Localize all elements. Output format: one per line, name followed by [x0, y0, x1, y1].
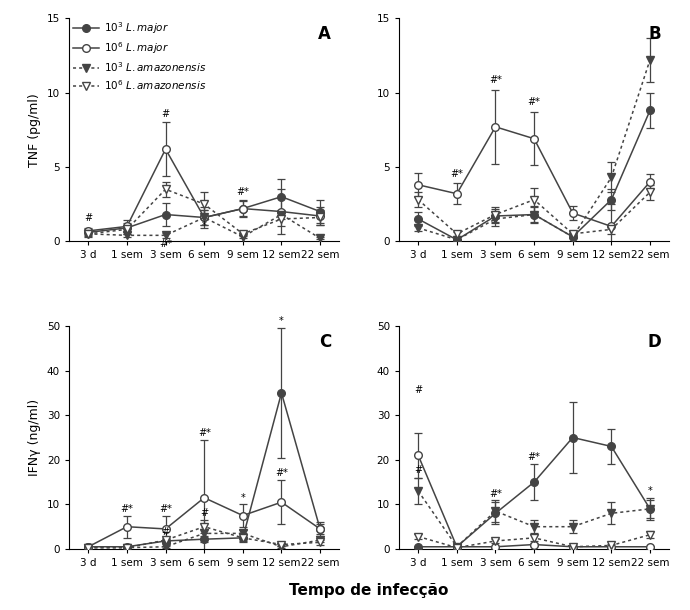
- Text: #*: #*: [489, 75, 502, 85]
- Text: #*: #*: [489, 489, 502, 498]
- Text: A: A: [318, 25, 331, 43]
- Text: #*: #*: [528, 98, 540, 107]
- Text: #: #: [414, 385, 422, 395]
- Text: *: *: [202, 221, 206, 231]
- Text: #: #: [84, 214, 92, 223]
- Legend: 10$^3$ $L. major$, 10$^6$ $L. major$, 10$^3$ $L. amazonensis$, 10$^6$ $L. amazon: 10$^3$ $L. major$, 10$^6$ $L. major$, 10…: [69, 16, 211, 96]
- Text: #*: #*: [451, 169, 463, 179]
- Text: #: #: [161, 109, 170, 120]
- Text: C: C: [319, 332, 331, 351]
- Text: #*: #*: [237, 187, 249, 196]
- Text: D: D: [647, 332, 661, 351]
- Text: B: B: [649, 25, 661, 43]
- Text: #*: #*: [121, 504, 133, 514]
- Text: Tempo de infecção: Tempo de infecção: [290, 583, 448, 598]
- Text: #: #: [414, 465, 422, 475]
- Text: #: #: [161, 527, 170, 537]
- Text: #*: #*: [159, 504, 172, 514]
- Text: *: *: [648, 486, 652, 497]
- Text: #: #: [200, 508, 208, 518]
- Text: #*: #*: [198, 428, 210, 437]
- Y-axis label: TNF (pg/ml): TNF (pg/ml): [28, 93, 41, 167]
- Text: *: *: [279, 316, 284, 326]
- Text: *: *: [240, 493, 245, 503]
- Text: #*: #*: [275, 468, 288, 478]
- Y-axis label: IFNγ (ng/ml): IFNγ (ng/ml): [28, 399, 41, 476]
- Text: #*: #*: [528, 452, 540, 462]
- Text: #*: #*: [159, 239, 172, 249]
